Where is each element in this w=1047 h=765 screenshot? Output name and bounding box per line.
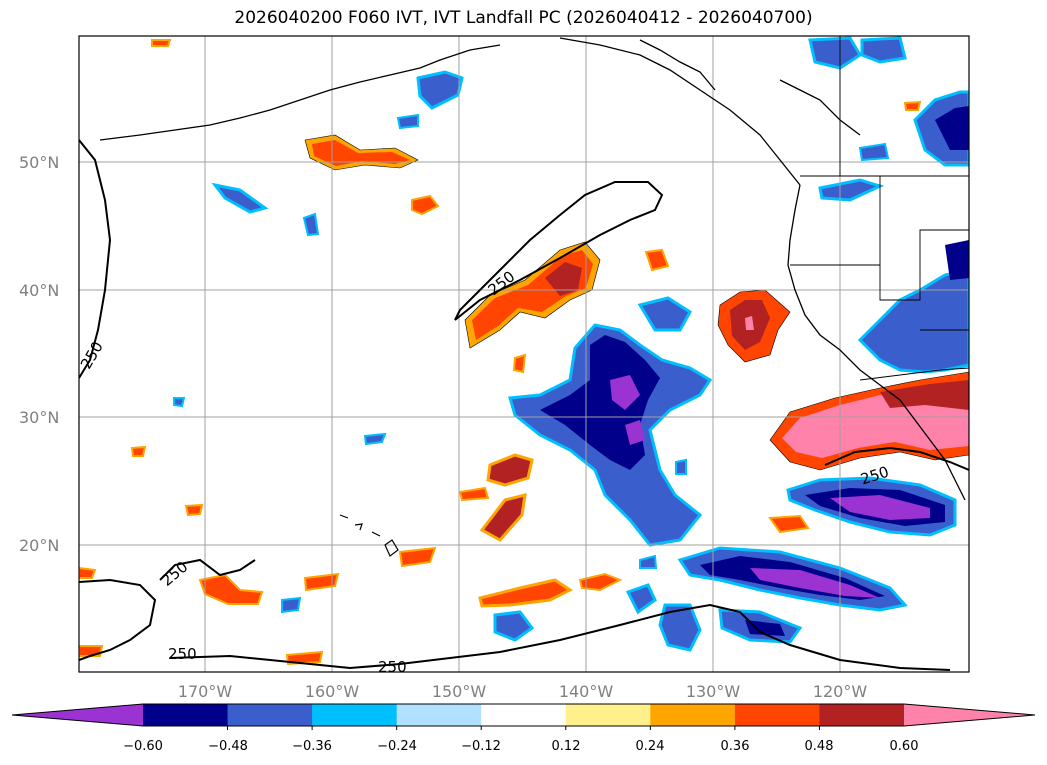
colorbar-tick-label: 0.48 [805, 739, 834, 754]
anomaly-blob [658, 603, 702, 652]
anomaly-blob [945, 240, 969, 280]
anomaly-blob [818, 178, 885, 202]
anomaly-blob [857, 268, 969, 374]
map-title: 2026040200 F060 IVT, IVT Landfall PC (20… [234, 8, 813, 28]
lon-label: 160°W [305, 682, 360, 701]
anomaly-blob [411, 194, 440, 216]
borders [790, 36, 969, 381]
anomaly-blob [211, 182, 269, 214]
hawaii-islands [339, 514, 399, 557]
gridlines [79, 36, 969, 672]
map-plot: 250 250 250 250 250 250 [79, 36, 969, 676]
coastlines [99, 37, 966, 501]
anomaly-blob [79, 566, 97, 579]
anomaly-blob [184, 503, 204, 517]
anomaly-blob [398, 546, 437, 568]
colorbar-segment [650, 704, 736, 726]
lon-label: 140°W [559, 682, 614, 701]
colorbar-segment [565, 704, 651, 726]
anomaly-blob [479, 492, 527, 542]
anomaly-blob [644, 248, 670, 272]
anomaly-blob [750, 568, 880, 598]
colorbar-segment [396, 704, 482, 726]
colorbar-outline [11, 703, 1036, 727]
anomaly-blob [675, 458, 687, 475]
colorbar-segment [481, 704, 567, 726]
ivt-250-contours [79, 139, 969, 671]
lat-label: 20°N [19, 536, 59, 555]
anomaly-blob [478, 578, 573, 608]
colorbar-tick-label: −0.24 [377, 739, 417, 754]
colorbar-tick-label: −0.60 [123, 739, 163, 754]
anomaly-blob [363, 432, 387, 446]
lat-label: 40°N [19, 281, 59, 300]
anomaly-blob [281, 596, 302, 614]
anomaly-blob [745, 316, 754, 330]
colorbar-tick-label: 0.36 [721, 739, 750, 754]
anomaly-blob [545, 262, 582, 296]
colorbar-segment [227, 704, 313, 726]
anomaly-blob [610, 375, 640, 410]
lon-label: 120°W [813, 682, 868, 701]
colorbar-segment [819, 704, 905, 726]
positive-anomaly-regions [79, 39, 969, 666]
anomaly-blob [625, 420, 645, 445]
anomaly-blob [860, 36, 907, 64]
anomaly-blob [396, 113, 419, 130]
lat-label: 50°N [19, 153, 59, 172]
anomaly-blob [808, 36, 863, 70]
contour-label: 250 [378, 658, 407, 676]
longitude-labels: 170°W 160°W 150°W 140°W 130°W 120°W [178, 682, 868, 701]
anomaly-blob [303, 572, 340, 592]
anomaly-blob [512, 353, 527, 374]
colorbar-segment [734, 704, 820, 726]
anomaly-blob [312, 140, 410, 166]
lon-label: 150°W [432, 682, 487, 701]
anomaly-blob [416, 70, 464, 110]
anomaly-blob [637, 296, 692, 332]
anomaly-blob [625, 583, 657, 615]
colorbar-tick-labels: −0.60 −0.48 −0.36 −0.24 −0.12 0.12 0.24 … [123, 739, 918, 754]
anomaly-blob [130, 445, 147, 457]
colorbar-tick-label: −0.48 [208, 739, 248, 754]
colorbar-tick-label: −0.12 [461, 739, 501, 754]
anomaly-blob [903, 100, 922, 111]
anomaly-blob [830, 495, 930, 520]
colorbar-extend-max [904, 704, 1035, 726]
colorbar-tick-label: 0.12 [552, 739, 581, 754]
anomaly-blob [745, 620, 785, 636]
anomaly-blob [302, 212, 320, 237]
anomaly-blob [458, 486, 490, 502]
anomaly-blob [858, 142, 890, 162]
anomaly-blob [935, 106, 969, 150]
contour-label: 250 [168, 645, 197, 663]
lat-label: 30°N [19, 408, 59, 427]
colorbar [11, 703, 1036, 730]
colorbar-tick-label: 0.24 [636, 739, 665, 754]
anomaly-blob [151, 39, 172, 47]
anomaly-blob [79, 645, 104, 657]
map-frame [78, 35, 970, 673]
anomaly-blob [198, 573, 264, 605]
colorbar-segment [143, 704, 229, 726]
anomaly-blob [173, 397, 186, 408]
colorbar-tick-label: −0.36 [292, 739, 332, 754]
colorbar-extend-min [12, 704, 143, 726]
negative-anomaly-regions [173, 36, 969, 652]
lon-label: 130°W [686, 682, 741, 701]
anomaly-blob [578, 572, 623, 592]
anomaly-blob [486, 453, 534, 487]
lon-label: 170°W [178, 682, 233, 701]
anomaly-blob [639, 554, 658, 569]
colorbar-tick-label: 0.60 [890, 739, 919, 754]
latitude-labels: 50°N 40°N 30°N 20°N [19, 153, 59, 555]
anomaly-blob [768, 514, 810, 534]
anomaly-blob [493, 610, 535, 642]
colorbar-segment [312, 704, 398, 726]
